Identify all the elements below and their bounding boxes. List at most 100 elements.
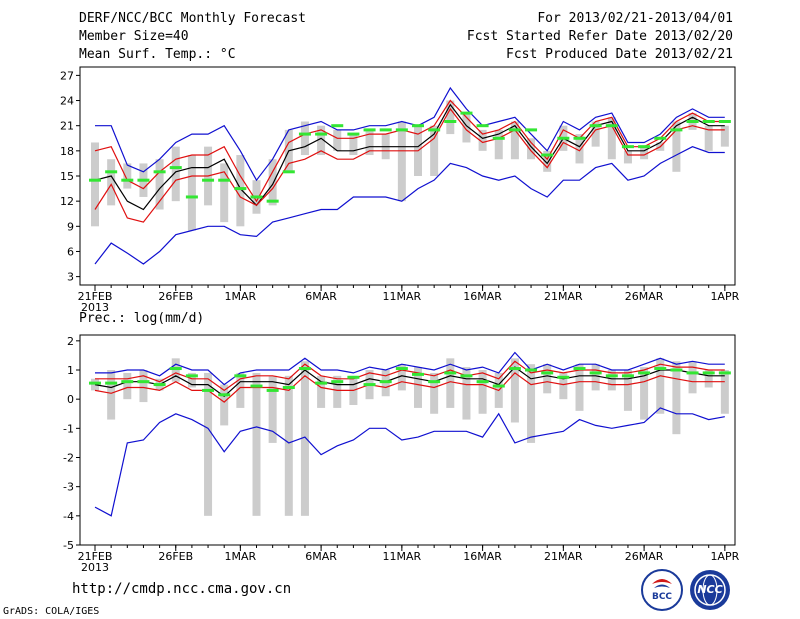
temp-observation-mark bbox=[573, 136, 586, 140]
prec-observation-mark bbox=[412, 372, 424, 376]
temp-range-bar bbox=[187, 155, 196, 231]
temp-range-bar bbox=[171, 146, 180, 202]
temp-observation-mark bbox=[169, 166, 182, 170]
prec-observation-mark bbox=[347, 375, 360, 379]
prec-observation-mark bbox=[476, 380, 489, 384]
temp-observation-mark bbox=[105, 170, 118, 174]
prec-observation-mark bbox=[185, 374, 198, 378]
temp-x-tick-label: 21FEB bbox=[78, 290, 113, 303]
temp-range-bar bbox=[333, 129, 342, 151]
prec-range-bar bbox=[252, 372, 261, 516]
prec-x-tick-label: 1MAR bbox=[225, 550, 257, 563]
temp-range-bar bbox=[365, 129, 374, 156]
chart-title: DERF/NCC/BCC Monthly Forecast bbox=[79, 11, 306, 26]
temp-range-bar bbox=[494, 129, 503, 160]
temp-observation-mark bbox=[557, 136, 570, 140]
prec-y-tick-label: -1 bbox=[63, 422, 74, 435]
temp-x-tick-label: 16MAR bbox=[463, 290, 502, 303]
source-url[interactable]: http://cmdp.ncc.cma.gov.cn bbox=[72, 581, 292, 597]
temp-observation-mark bbox=[589, 124, 602, 128]
temp-range-bar bbox=[720, 125, 729, 147]
prec-range-bar bbox=[317, 375, 326, 408]
temp-range-bar bbox=[300, 121, 309, 156]
temp-y-tick-label: 15 bbox=[60, 170, 74, 183]
prec-range-bar bbox=[187, 372, 196, 388]
temp-x-tick-label: 26FEB bbox=[158, 290, 193, 303]
prec-x-tick-label: 26FEB bbox=[158, 550, 193, 563]
prec-range-bar bbox=[268, 375, 277, 443]
prec-x-tick-label: 26MAR bbox=[625, 550, 664, 563]
temp-upper-spread-line bbox=[94, 99, 725, 203]
temp-observation-mark bbox=[525, 128, 538, 132]
temp-observation-mark bbox=[153, 170, 166, 174]
prec-observation-mark bbox=[638, 371, 651, 375]
temp-range-bar bbox=[397, 121, 406, 202]
prec-observation-mark bbox=[202, 388, 215, 392]
temp-observation-mark bbox=[315, 132, 328, 136]
temp-y-tick-label: 6 bbox=[67, 245, 74, 258]
prec-range-bar bbox=[107, 370, 116, 420]
temp-y-tick-label: 12 bbox=[60, 195, 74, 208]
prec-observation-mark bbox=[266, 388, 279, 392]
prec-observation-mark bbox=[460, 374, 473, 378]
temp-y-tick-label: 21 bbox=[60, 120, 74, 133]
prec-observation-mark bbox=[218, 393, 231, 397]
bcc-logo-text: BCC bbox=[651, 592, 673, 602]
prec-range-bar bbox=[397, 364, 406, 391]
prec-observation-mark bbox=[573, 367, 586, 371]
temp-x-tick-label: 26MAR bbox=[625, 290, 664, 303]
temp-observation-mark bbox=[686, 120, 699, 123]
temp-range-bar bbox=[575, 134, 584, 164]
temp-range-bar bbox=[510, 121, 519, 160]
temp-x-year-label: 2013 bbox=[81, 301, 109, 314]
temp-observation-mark bbox=[202, 178, 215, 182]
temperature-panel: 3 6 9 12 15 18 21 24 27 21FEB 26FEB 1MAR 6MAR 11MAR 16… bbox=[60, 66, 740, 314]
temp-ensemble-max-line bbox=[95, 86, 725, 182]
prec-observation-mark bbox=[508, 367, 521, 371]
temp-x-tick-label: 1MAR bbox=[225, 290, 257, 303]
temp-x-tick-label: 1APR bbox=[710, 290, 739, 303]
temp-observation-mark bbox=[347, 132, 360, 136]
prec-observation-mark bbox=[702, 371, 715, 375]
bcc-logo: BCC bbox=[640, 568, 684, 612]
prec-x-tick-label: 11MAR bbox=[383, 550, 422, 563]
temp-range-bar bbox=[430, 125, 439, 176]
temp-range-bar bbox=[268, 159, 277, 206]
prec-range-bar bbox=[300, 361, 309, 516]
prec-x-tick-label: 21FEB bbox=[78, 550, 113, 563]
prec-lower-spread-line bbox=[94, 372, 725, 403]
prec-observation-mark bbox=[525, 368, 538, 372]
temp-observation-mark bbox=[718, 120, 731, 123]
prec-range-bar bbox=[220, 384, 229, 426]
prec-observation-mark bbox=[298, 367, 311, 371]
temp-observation-mark bbox=[379, 128, 392, 132]
prec-range-bar bbox=[543, 364, 552, 394]
temp-y-tick-label: 27 bbox=[60, 69, 74, 82]
prec-observation-mark bbox=[541, 371, 554, 375]
temp-observation-mark bbox=[412, 124, 424, 128]
prec-observation-mark bbox=[331, 380, 344, 384]
prec-range-bar bbox=[333, 375, 342, 408]
prec-range-bar bbox=[656, 358, 665, 414]
prec-range-bar bbox=[720, 370, 729, 414]
temp-y-tick-label: 3 bbox=[67, 271, 74, 284]
temp-observation-mark bbox=[121, 178, 134, 182]
prec-y-tick-label: 1 bbox=[67, 364, 74, 377]
prec-observation-mark bbox=[670, 368, 683, 372]
temp-observation-mark bbox=[363, 128, 376, 132]
prec-range-bar bbox=[123, 372, 132, 400]
temp-range-bar bbox=[107, 159, 116, 206]
temp-observation-mark bbox=[621, 145, 634, 149]
temp-range-bar bbox=[478, 129, 487, 151]
temp-range-bar bbox=[91, 142, 99, 227]
prec-range-bar bbox=[139, 370, 148, 403]
prec-observation-mark bbox=[654, 367, 667, 371]
temp-range-bar bbox=[623, 150, 632, 164]
prec-observation-mark bbox=[121, 380, 134, 384]
variable-label: Mean Surf. Temp.: °C bbox=[79, 47, 236, 62]
temp-lower-spread-line bbox=[94, 107, 725, 223]
temp-range-bar bbox=[446, 100, 455, 135]
prec-y-tick-label: -4 bbox=[63, 510, 74, 523]
temp-range-bar bbox=[220, 163, 229, 223]
prec-range-bar bbox=[204, 372, 213, 516]
